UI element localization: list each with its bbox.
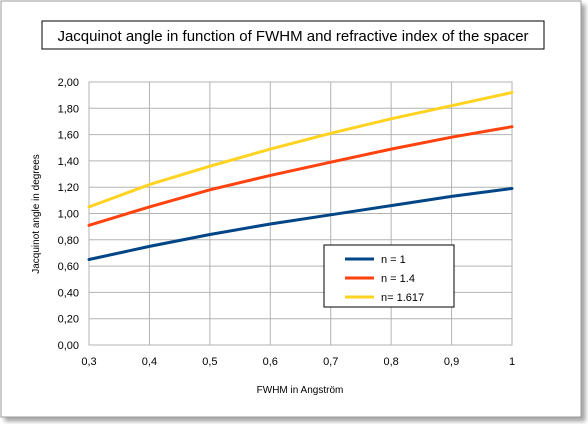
y-tick-label: 0,80 [58,235,79,247]
tick-labels: 0,00 0,20 0,40 0,60 0,80 1,00 1,20 1,40 1,60 1,80… [58,77,515,368]
y-tick-label: 1,20 [58,182,79,194]
chart-title: Jacquinot angle in function of FWHM and … [57,28,528,45]
series-lines [87,91,514,261]
x-tick-label: 0,7 [323,356,338,368]
y-tick-label: 1,60 [58,130,79,142]
y-tick-label: 0,20 [58,314,79,326]
x-tick-label: 0,6 [263,356,278,368]
y-tick-label: 0,40 [58,287,79,299]
x-tick-label: 0,9 [444,356,459,368]
x-tick-label: 0,8 [383,356,398,368]
y-tick-label: 0,60 [58,261,79,273]
x-tick-label: 0,5 [202,356,217,368]
y-tick-label: 2,00 [58,77,79,89]
x-tick-label: 0,3 [81,356,96,368]
series-line-1 [87,187,514,261]
y-tick-label: 1,80 [58,103,79,115]
x-axis-label: FWHM in Angström [257,385,344,396]
y-tick-label: 1,00 [58,209,79,221]
x-tick-label: 0,4 [142,356,157,368]
series-line-3 [87,91,514,209]
y-axis-label: Jacquinot angle in degrees [31,154,42,274]
title-box [41,20,545,50]
legend-label: n = 1 [381,254,406,266]
x-tick-label: 1 [509,356,515,368]
y-tick-label: 1,40 [58,156,79,168]
series-line-2 [87,125,514,227]
legend-label: n = 1.4 [381,273,415,285]
legend-label: n= 1.617 [381,292,424,304]
legend: n = 1 n = 1.4 n= 1.617 [345,254,424,304]
y-tick-label: 0,00 [58,340,79,352]
